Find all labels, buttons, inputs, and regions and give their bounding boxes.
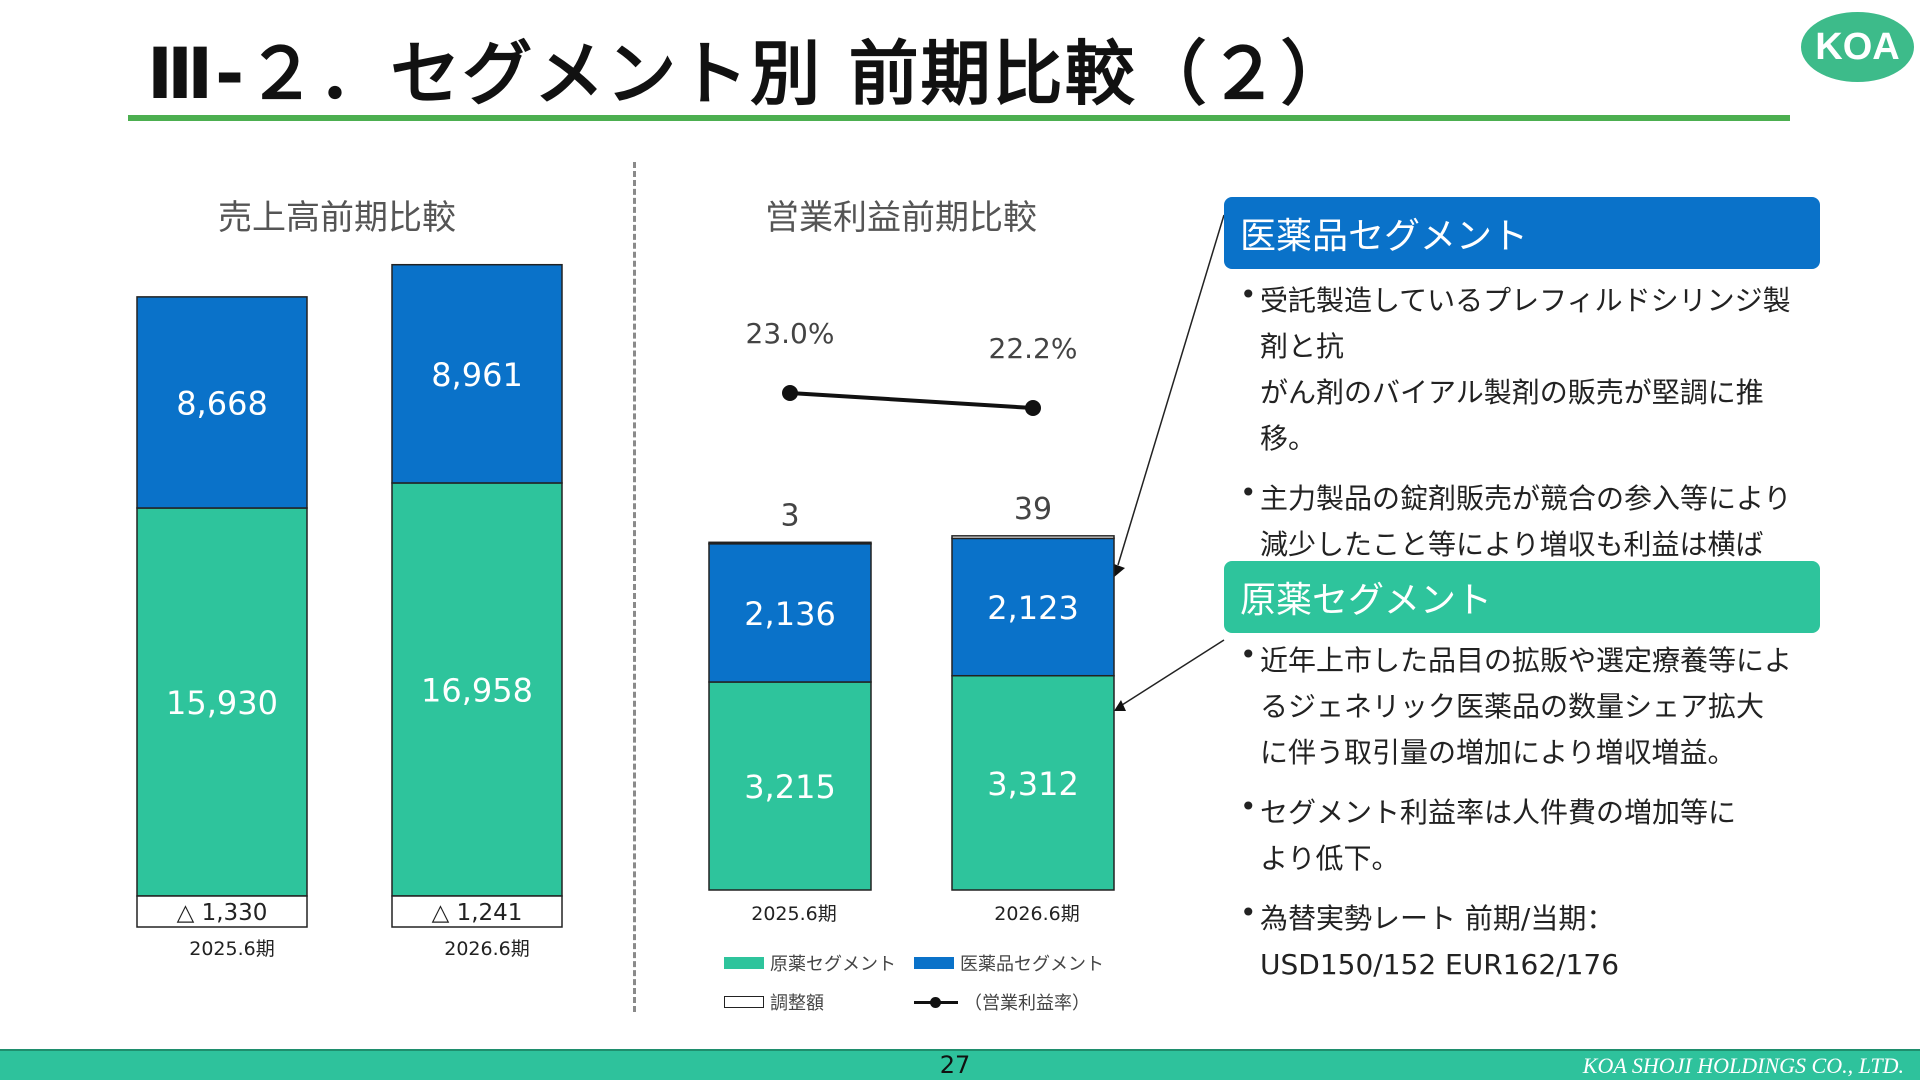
gensuyaku-bullets: • 近年上市した品目の拡販や選定療養等によ るジェネリック医薬品の数量シェア拡大に…	[1240, 638, 1810, 1002]
label-profit-gensuyaku: 3,215	[744, 768, 836, 806]
label-profit-iyakuhin: 2,136	[744, 595, 836, 633]
legend-label-gensuyaku: 原薬セグメント	[770, 954, 896, 975]
legend-label-iyakuhin: 医薬品セグメント	[960, 954, 1104, 975]
x-tick-profit: 2026.6期	[994, 903, 1079, 925]
bar-sales-adjustment	[136, 895, 308, 928]
company-name: KOA SHOJI HOLDINGS CO., LTD.	[1582, 1053, 1904, 1078]
bar-sales-gensuyaku	[391, 482, 563, 897]
bar-profit-iyakuhin	[951, 537, 1115, 677]
legend-margin: （営業利益率）	[914, 989, 1090, 1015]
bar-sales-iyakuhin	[136, 296, 308, 509]
legend-swatch-iyakuhin	[914, 957, 954, 969]
label-sales-gensuyaku: 16,958	[421, 671, 533, 709]
label-sales-gensuyaku: 15,930	[166, 684, 278, 722]
iyakuhin-callout-line	[1117, 214, 1225, 566]
bar-sales-iyakuhin	[391, 263, 563, 484]
bullet-item: • 為替実勢レート 前期/当期： USD150/152 EUR162/176	[1240, 896, 1620, 981]
bullet-item: • 受託製造しているプレフィルドシリンジ製剤と抗 がん剤のバイアル製剤の販売が堅調…	[1240, 278, 1791, 455]
label-sales-adjustment: △ 1,241	[432, 900, 523, 926]
iyakuhin-callout-arrow	[1113, 564, 1125, 578]
profit-chart-title: 営業利益前期比較	[765, 198, 1037, 238]
label-profit-iyakuhin: 2,123	[987, 589, 1079, 627]
gensuyaku-callout-arrow	[1114, 700, 1126, 711]
bar-profit-adjustment	[708, 541, 872, 545]
sales-chart-title: 売上高前期比較	[218, 198, 456, 238]
legend-swatch-gensuyaku	[724, 957, 764, 969]
margin-label: 23.0%	[746, 317, 835, 350]
label-profit-adjustment: 39	[1014, 492, 1052, 527]
bar-sales-adjustment	[391, 895, 563, 928]
gensuyaku-segment-header: 原薬セグメント	[1224, 561, 1820, 633]
bullet-item: • 近年上市した品目の拡販や選定療養等によ るジェネリック医薬品の数量シェア拡大に…	[1240, 638, 1793, 769]
x-tick-profit: 2025.6期	[751, 903, 836, 925]
margin-point	[782, 385, 798, 401]
legend-label-adjustment: 調整額	[770, 993, 824, 1014]
label-sales-adjustment: △ 1,330	[177, 900, 268, 926]
legend-swatch-adjustment	[724, 996, 764, 1008]
koa-logo: KOA	[1801, 12, 1914, 82]
title-underline	[128, 115, 1790, 121]
footer-bar	[0, 1049, 1920, 1080]
page-title: Ⅲ-２．セグメント別 前期比較（２）	[147, 33, 1353, 115]
gensuyaku-callout-line	[1121, 639, 1225, 706]
label-profit-adjustment: 3	[780, 498, 799, 533]
bar-sales-gensuyaku	[136, 507, 308, 897]
label-sales-iyakuhin: 8,668	[176, 384, 268, 422]
legend-gensuyaku: 原薬セグメント	[724, 950, 896, 976]
bar-profit-iyakuhin	[708, 543, 872, 683]
margin-label: 22.2%	[989, 332, 1078, 365]
label-profit-gensuyaku: 3,312	[987, 765, 1079, 803]
label-sales-iyakuhin: 8,961	[431, 356, 523, 394]
section-divider	[633, 162, 636, 1012]
margin-point	[1025, 400, 1041, 416]
margin-line	[789, 391, 1034, 410]
bullet-item: • セグメント利益率は人件費の増加等に より低下。	[1240, 790, 1737, 875]
bar-profit-gensuyaku	[951, 674, 1115, 891]
legend-adjustment: 調整額	[724, 989, 824, 1015]
iyakuhin-segment-header: 医薬品セグメント	[1224, 197, 1820, 269]
x-tick-sales: 2026.6期	[444, 938, 529, 960]
legend-iyakuhin: 医薬品セグメント	[914, 950, 1104, 976]
bar-profit-adjustment	[951, 535, 1115, 540]
x-tick-sales: 2025.6期	[189, 938, 274, 960]
page-number: 27	[939, 1051, 971, 1079]
legend-label-margin: （営業利益率）	[964, 993, 1090, 1014]
legend-swatch-margin	[914, 996, 958, 1008]
